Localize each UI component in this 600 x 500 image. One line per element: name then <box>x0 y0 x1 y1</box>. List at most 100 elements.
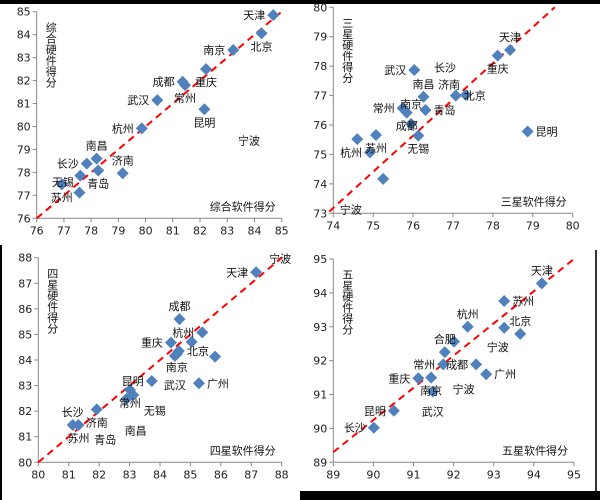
x-tick-label: 80 <box>139 224 153 237</box>
left-border-lower <box>0 245 2 500</box>
data-point <box>408 63 421 76</box>
point-label: 杭州 <box>340 145 362 159</box>
annotation-label: 宁波 <box>238 133 260 147</box>
point-label: 苏州 <box>51 191 73 204</box>
x-tick-label: 74 <box>326 219 340 232</box>
annotation-label: 长沙 <box>434 62 456 75</box>
data-point <box>90 403 103 416</box>
y-tick-label: 93 <box>313 321 327 334</box>
point-label: 常州 <box>119 397 141 410</box>
point-label: 成都 <box>446 358 468 371</box>
y-tick-label: 80 <box>18 456 32 469</box>
y-tick-label: 81 <box>18 431 32 444</box>
x-tick-label: 81 <box>166 224 180 237</box>
point-label: 常州 <box>413 358 435 371</box>
x-tick-label: 94 <box>527 468 541 481</box>
data-point <box>92 164 105 177</box>
x-tick-label: 91 <box>407 468 421 481</box>
data-point <box>173 313 186 326</box>
point-label: 天津 <box>499 31 521 44</box>
data-point <box>369 129 382 142</box>
data-point <box>168 349 181 362</box>
point-label: 长沙 <box>57 158 79 171</box>
point-label: 南京 <box>400 97 422 111</box>
x-axis-title: 三星软件得分 <box>501 194 567 208</box>
data-point <box>504 43 517 56</box>
x-tick-label: 76 <box>406 219 420 232</box>
point-label: 合肥 <box>434 332 456 346</box>
x-tick-label: 84 <box>153 468 167 481</box>
y-tick-label: 73 <box>313 207 327 220</box>
point-label: 重庆 <box>195 75 217 89</box>
x-tick-label: 93 <box>487 468 501 481</box>
data-point <box>135 122 148 135</box>
data-point <box>209 350 222 363</box>
y-tick-label: 91 <box>313 389 327 402</box>
data-point <box>351 133 364 146</box>
data-point <box>200 63 213 76</box>
data-point <box>364 146 377 159</box>
x-tick-label: 77 <box>446 219 460 232</box>
data-point <box>250 266 263 279</box>
data-point <box>470 358 483 371</box>
y-tick-label: 95 <box>313 253 327 266</box>
point-label: 昆明 <box>193 116 215 129</box>
y-tick-label: 77 <box>17 189 31 202</box>
y-tick-label: 80 <box>313 1 327 14</box>
reference-line <box>328 6 556 213</box>
x-tick-label: 85 <box>275 224 289 237</box>
data-point <box>412 129 425 142</box>
data-point <box>196 326 209 339</box>
annotation-label: 南昌 <box>125 424 147 437</box>
point-label: 重庆 <box>487 62 509 76</box>
data-point <box>116 167 129 180</box>
scatter-panel-1: 76 77 78 79 80 81 82 83 84 85 76 77 78 79 80 81 82 83 84 85… <box>17 6 289 238</box>
point-label: 无锡 <box>407 142 429 156</box>
point-label: 天津 <box>243 9 265 22</box>
bottom-border-lower-right <box>300 491 600 500</box>
y-tick-label: 86 <box>18 303 32 316</box>
annotation-label: 宁波 <box>487 340 509 354</box>
point-label: 苏州 <box>67 432 89 445</box>
point-label: 济南 <box>86 415 108 429</box>
data-point <box>426 385 439 398</box>
point-label: 苏州 <box>512 295 534 308</box>
data-point <box>400 106 413 119</box>
x-tick-label: 92 <box>447 468 461 481</box>
y-tick-label: 88 <box>18 252 32 265</box>
data-point <box>164 336 177 349</box>
y-tick-label: 77 <box>313 90 327 103</box>
data-point <box>449 89 462 102</box>
x-axis-title: 四星软件得分 <box>210 443 276 457</box>
scatter-panel-3: 80 81 82 83 84 85 86 87 88 80 81 82 83 84 85 86 87 88 四星软件… <box>18 252 291 482</box>
data-point <box>255 27 268 40</box>
point-label: 常州 <box>373 102 395 115</box>
y-tick-label: 89 <box>313 456 327 469</box>
data-point <box>459 88 472 101</box>
point-label: 南京 <box>203 43 225 57</box>
y-tick-label: 85 <box>17 6 31 19</box>
data-point <box>198 103 211 116</box>
data-point <box>480 368 493 381</box>
x-tick-label: 78 <box>84 224 98 237</box>
reference-line <box>36 10 283 220</box>
x-tick-label: 76 <box>30 224 44 237</box>
x-tick-label: 75 <box>366 219 380 232</box>
x-tick-label: 84 <box>247 224 261 237</box>
y-tick-label: 79 <box>17 143 31 156</box>
data-point <box>179 79 192 92</box>
y-tick-label: 82 <box>17 75 31 88</box>
data-point <box>437 358 450 371</box>
y-axis-title: 综合硬件得分 <box>44 20 57 87</box>
point-label: 昆明 <box>536 125 558 138</box>
point-label: 武汉 <box>422 405 444 418</box>
point-label: 重庆 <box>141 336 163 350</box>
data-point <box>514 327 527 340</box>
point-label: 昆明 <box>364 405 386 418</box>
point-label: 天津 <box>531 264 553 277</box>
point-label: 南京 <box>420 384 442 398</box>
point-label: 成都 <box>168 300 190 313</box>
scatter-panel-4: 89 90 91 92 93 94 95 89 90 91 92 93 94 95 五星软件得分 五星硬件得分… <box>313 253 581 481</box>
point-label: 昆明 <box>122 375 144 388</box>
